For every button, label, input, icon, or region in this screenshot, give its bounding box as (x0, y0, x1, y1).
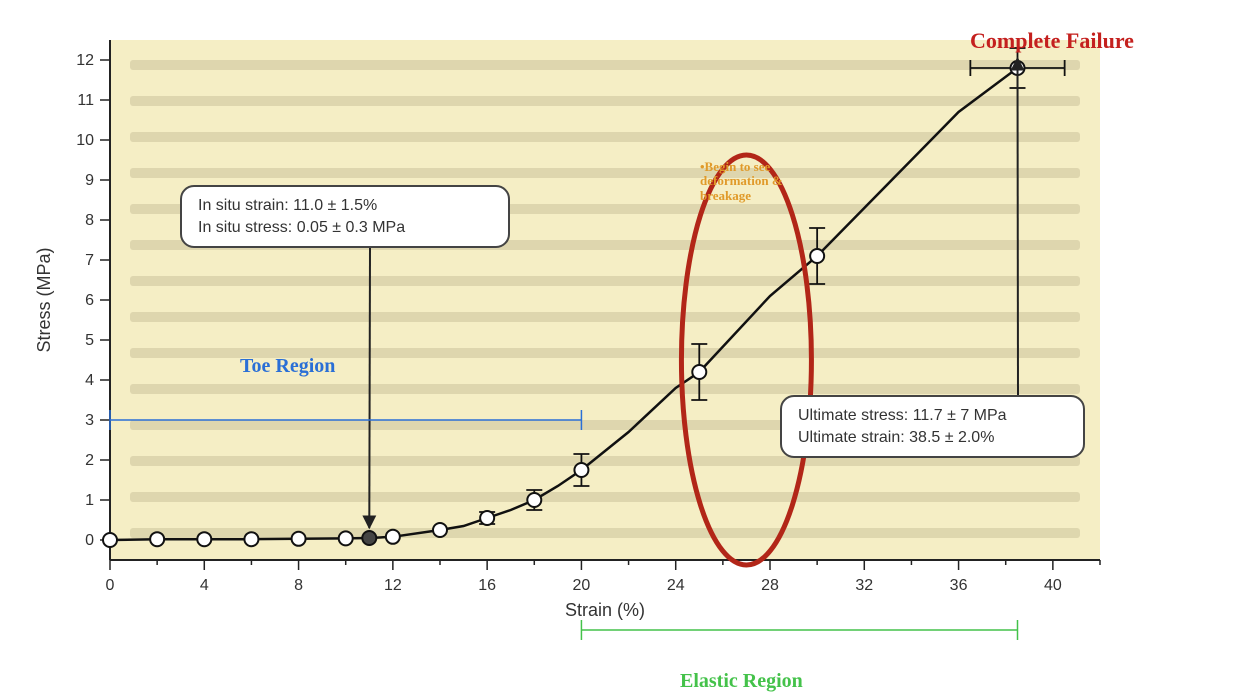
x-tick-label: 40 (1044, 577, 1062, 594)
annotation-toe-region-label: Toe Region (240, 355, 335, 378)
x-axis-label: Strain (%) (565, 600, 645, 620)
y-tick-label: 10 (76, 132, 94, 149)
y-tick-label: 1 (85, 492, 94, 509)
data-marker (810, 249, 824, 263)
x-tick-label: 4 (200, 577, 209, 594)
y-tick-label: 2 (85, 452, 94, 469)
annotation-deformation-note: •Begin to see deformation & breakage (700, 160, 783, 203)
y-tick-label: 5 (85, 332, 94, 349)
x-tick-label: 8 (294, 577, 303, 594)
arrow-insitu (369, 248, 370, 528)
data-marker (574, 463, 588, 477)
y-tick-label: 0 (85, 532, 94, 549)
data-marker (244, 532, 258, 546)
data-marker (362, 531, 376, 545)
y-tick-label: 11 (77, 92, 94, 109)
annotation-elastic-region-label: Elastic Region (680, 670, 803, 693)
y-tick-label: 12 (76, 52, 94, 69)
y-tick-label: 3 (85, 412, 94, 429)
data-marker (433, 523, 447, 537)
x-tick-label: 12 (384, 577, 402, 594)
chart-svg: 04812162024283236400123456789101112Strai… (0, 0, 1245, 700)
y-tick-label: 4 (85, 372, 94, 389)
arrow-ultimate (1018, 58, 1019, 395)
x-tick-label: 16 (478, 577, 496, 594)
y-tick-label: 7 (85, 252, 94, 269)
stress-strain-chart: 04812162024283236400123456789101112Strai… (0, 0, 1245, 700)
data-marker (339, 531, 353, 545)
data-marker (292, 532, 306, 546)
x-tick-label: 32 (855, 577, 873, 594)
data-marker (103, 533, 117, 547)
data-marker (386, 530, 400, 544)
elastic-region-bracket (581, 620, 1017, 640)
callout-ultimate: Ultimate stress: 11.7 ± 7 MPa Ultimate s… (780, 395, 1085, 458)
y-tick-label: 9 (85, 172, 94, 189)
data-marker (197, 532, 211, 546)
data-marker (480, 511, 494, 525)
x-tick-label: 0 (106, 577, 115, 594)
y-axis-label: Stress (MPa) (34, 247, 54, 352)
x-tick-label: 20 (573, 577, 591, 594)
x-tick-label: 36 (950, 577, 968, 594)
x-tick-label: 28 (761, 577, 779, 594)
callout-insitu: In situ strain: 11.0 ± 1.5% In situ stre… (180, 185, 510, 248)
annotation-complete-failure-label: Complete Failure (970, 28, 1134, 54)
x-tick-label: 24 (667, 577, 685, 594)
data-marker (150, 532, 164, 546)
y-tick-label: 8 (85, 212, 94, 229)
y-tick-label: 6 (85, 292, 94, 309)
data-marker (692, 365, 706, 379)
data-marker (527, 493, 541, 507)
